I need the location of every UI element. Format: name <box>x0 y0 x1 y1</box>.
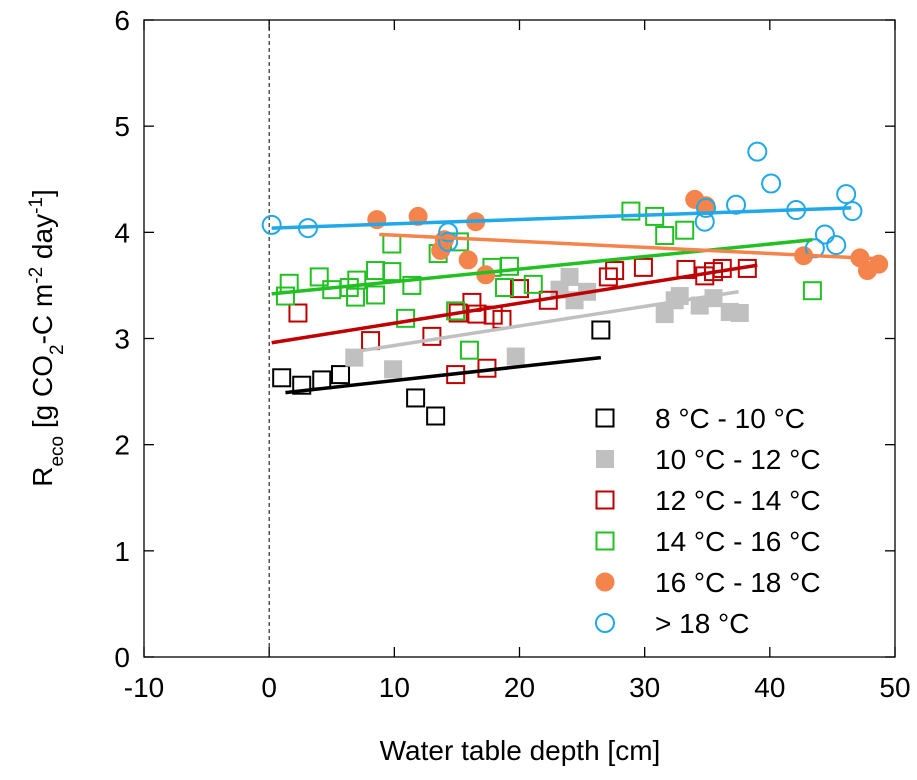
data-point <box>621 201 641 221</box>
data-point <box>747 141 768 162</box>
data-point <box>382 234 402 254</box>
legend-marker <box>596 450 614 468</box>
x-tick-label: 10 <box>379 672 410 703</box>
data-point <box>655 305 674 324</box>
legend-marker <box>595 490 615 510</box>
data-point <box>292 375 312 395</box>
data-point <box>347 270 367 290</box>
data-point <box>842 201 863 222</box>
data-point <box>382 262 402 282</box>
data-point <box>279 273 299 293</box>
y-tick-label: 3 <box>114 324 130 355</box>
y-tick-label: 0 <box>114 642 130 673</box>
data-point <box>605 261 625 281</box>
data-point <box>408 206 428 226</box>
data-point <box>345 348 364 367</box>
fit-line <box>271 238 813 296</box>
legend-label: 16 °C - 18 °C <box>655 567 821 598</box>
legend-marker <box>595 572 615 592</box>
data-point <box>730 304 749 323</box>
x-tick-label: -10 <box>124 672 164 703</box>
y-axis-label-part: -1 <box>26 197 47 214</box>
data-point <box>309 267 329 287</box>
data-point <box>826 235 847 256</box>
data-point <box>814 224 835 245</box>
data-point <box>261 214 282 235</box>
x-axis-label: Water table depth [cm] <box>380 735 661 766</box>
data-point <box>402 275 422 295</box>
data-point <box>275 286 295 306</box>
x-tick-label: 0 <box>261 672 277 703</box>
y-axis-label-part: -2 <box>26 267 47 284</box>
y-tick-label: 2 <box>114 430 130 461</box>
y-tick-label: 4 <box>114 217 130 248</box>
fit-line <box>271 263 758 345</box>
y-axis-label-part: -C m <box>27 284 58 345</box>
y-axis-label-part: day <box>27 214 58 267</box>
data-point <box>694 211 715 232</box>
data-point <box>272 368 292 388</box>
data-point <box>459 340 479 360</box>
x-tick-label: 40 <box>754 672 785 703</box>
data-point <box>591 320 611 340</box>
plot-frame <box>143 19 896 658</box>
x-tick-label: 20 <box>504 672 535 703</box>
data-point <box>836 184 857 205</box>
y-axis-label: Reco [g CO2-C m-2 day-1] <box>26 189 68 487</box>
y-tick-label: 6 <box>114 5 130 36</box>
legend-label: > 18 °C <box>655 608 749 639</box>
data-point <box>346 287 366 307</box>
data-point <box>288 303 308 323</box>
data-point <box>366 285 386 305</box>
data-point <box>438 231 459 252</box>
legend-label: 14 °C - 16 °C <box>655 526 821 557</box>
y-axis-label-part: eco <box>47 436 68 467</box>
data-point <box>523 274 543 294</box>
data-point <box>726 194 747 215</box>
data-point <box>633 257 653 277</box>
fit-line <box>350 290 739 355</box>
y-tick-label: 1 <box>114 536 130 567</box>
legend-label: 12 °C - 14 °C <box>655 485 821 516</box>
data-point <box>761 173 782 194</box>
data-point <box>499 256 519 276</box>
data-point <box>406 388 426 408</box>
data-point <box>426 406 446 426</box>
data-point <box>494 278 514 298</box>
data-point <box>331 365 351 385</box>
data-point <box>560 267 579 286</box>
legend-marker <box>595 613 615 633</box>
data-point <box>675 220 695 240</box>
data-point <box>695 197 716 218</box>
data-point <box>510 279 529 299</box>
x-tick-label: 50 <box>879 672 910 703</box>
y-axis-label-part: [g CO <box>27 355 58 436</box>
y-axis-label-part: 2 <box>47 344 68 355</box>
data-point <box>422 326 442 346</box>
fit-line <box>271 206 852 230</box>
data-point <box>802 281 822 301</box>
legend-marker <box>595 408 615 428</box>
data-point <box>458 250 478 270</box>
data-point <box>366 261 386 281</box>
data-point <box>598 267 618 287</box>
y-tick-label: 5 <box>114 111 130 142</box>
x-tick-label: 30 <box>629 672 660 703</box>
legend-marker <box>595 531 615 551</box>
legend-label: 8 °C - 10 °C <box>655 403 805 434</box>
fit-line <box>379 232 881 261</box>
data-point <box>506 347 525 366</box>
data-point <box>655 226 675 246</box>
y-axis-label-part: ] <box>27 189 58 197</box>
data-point <box>396 308 416 328</box>
y-axis-label-part: R <box>27 467 58 487</box>
data-point <box>312 370 332 390</box>
legend-label: 10 °C - 12 °C <box>655 444 821 475</box>
fit-line <box>285 355 602 395</box>
data-point <box>384 360 403 379</box>
